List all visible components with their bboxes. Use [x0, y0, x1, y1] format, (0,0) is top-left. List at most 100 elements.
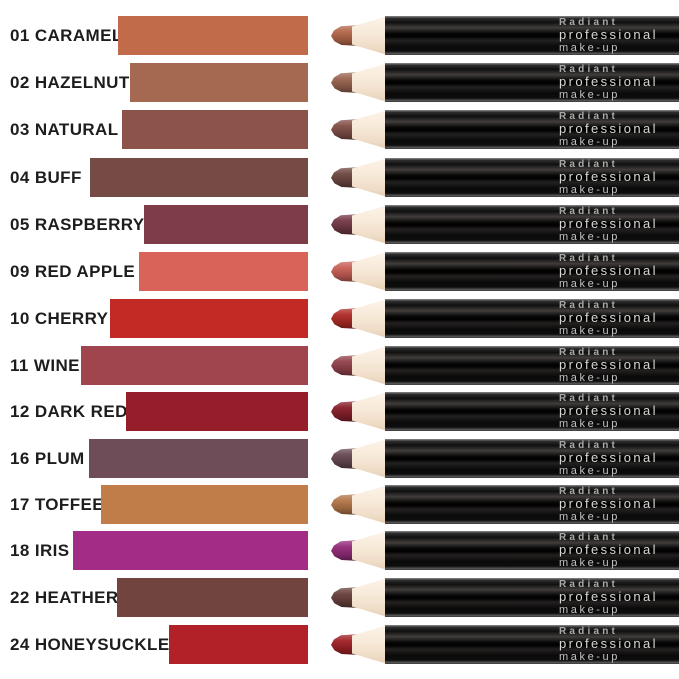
shade-label: 12 DARK RED	[10, 401, 128, 421]
pencil-body: Radiant professional make-up	[385, 625, 679, 664]
brand-line-radiant: Radiant	[559, 111, 619, 122]
brand-line-radiant: Radiant	[559, 17, 619, 28]
pencil-wood-cone	[352, 485, 386, 524]
brand-line-makeup: make-up	[559, 278, 620, 290]
brand-line-radiant: Radiant	[559, 393, 619, 404]
pencil-brand-text: Radiant professional make-up	[559, 159, 658, 196]
brand-line-radiant: Radiant	[559, 206, 619, 217]
lip-pencil-photo: Radiant professional make-up	[330, 16, 679, 55]
brand-line-makeup: make-up	[559, 511, 620, 523]
brand-line-radiant: Radiant	[559, 440, 619, 451]
brand-line-makeup: make-up	[559, 136, 620, 148]
pencil-wood-cone	[352, 63, 386, 102]
pencil-wood-cone	[352, 392, 386, 431]
shade-label: 10 CHERRY	[10, 308, 109, 328]
pencil-body: Radiant professional make-up	[385, 392, 679, 431]
lip-pencil-photo: Radiant professional make-up	[330, 252, 679, 291]
brand-line-professional: professional	[559, 121, 658, 136]
shade-row: 01 CARAMEL Radiant professional make-up	[0, 16, 679, 55]
shade-swatch	[144, 205, 308, 244]
shade-swatch	[139, 252, 308, 291]
brand-line-professional: professional	[559, 169, 658, 184]
pencil-body: Radiant professional make-up	[385, 578, 679, 617]
brand-line-makeup: make-up	[559, 557, 620, 569]
brand-line-radiant: Radiant	[559, 532, 619, 543]
pencil-wood-cone	[352, 252, 386, 291]
pencil-wood-cone	[352, 16, 386, 55]
shade-label: 24 HONEYSUCKLE	[10, 634, 170, 654]
shade-label: 16 PLUM	[10, 448, 85, 468]
pencil-brand-text: Radiant professional make-up	[559, 440, 658, 477]
shade-swatch	[90, 158, 308, 197]
pencil-wood-cone	[352, 346, 386, 385]
pencil-wood-cone	[352, 578, 386, 617]
shade-swatch	[118, 16, 308, 55]
brand-line-makeup: make-up	[559, 418, 620, 430]
pencil-brand-text: Radiant professional make-up	[559, 64, 658, 101]
brand-line-makeup: make-up	[559, 325, 620, 337]
pencil-body: Radiant professional make-up	[385, 485, 679, 524]
pencil-wood-cone	[352, 205, 386, 244]
shade-swatch	[169, 625, 308, 664]
pencil-wood-cone	[352, 299, 386, 338]
brand-line-radiant: Radiant	[559, 64, 619, 75]
pencil-brand-text: Radiant professional make-up	[559, 17, 658, 54]
pencil-brand-text: Radiant professional make-up	[559, 393, 658, 430]
shade-swatch	[110, 299, 308, 338]
shade-swatch	[122, 110, 308, 149]
brand-line-professional: professional	[559, 74, 658, 89]
lip-pencil-photo: Radiant professional make-up	[330, 346, 679, 385]
shade-swatch	[130, 63, 308, 102]
lip-pencil-photo: Radiant professional make-up	[330, 205, 679, 244]
shade-label: 11 WINE	[10, 355, 80, 375]
shade-label: 02 HAZELNUT	[10, 72, 130, 92]
shade-label: 01 CARAMEL	[10, 25, 123, 45]
shade-row: 18 IRIS Radiant professional make-up	[0, 531, 679, 570]
shade-row: 04 BUFF Radiant professional make-up	[0, 158, 679, 197]
brand-line-radiant: Radiant	[559, 159, 619, 170]
brand-line-professional: professional	[559, 542, 658, 557]
lip-pencil-photo: Radiant professional make-up	[330, 531, 679, 570]
brand-line-professional: professional	[559, 450, 658, 465]
brand-line-radiant: Radiant	[559, 626, 619, 637]
pencil-body: Radiant professional make-up	[385, 158, 679, 197]
shade-swatch	[117, 578, 308, 617]
lip-pencil-photo: Radiant professional make-up	[330, 110, 679, 149]
pencil-body: Radiant professional make-up	[385, 63, 679, 102]
pencil-brand-text: Radiant professional make-up	[559, 111, 658, 148]
shade-row: 22 HEATHER Radiant professional make-up	[0, 578, 679, 617]
brand-line-professional: professional	[559, 357, 658, 372]
brand-line-professional: professional	[559, 27, 658, 42]
lip-pencil-photo: Radiant professional make-up	[330, 299, 679, 338]
brand-line-makeup: make-up	[559, 372, 620, 384]
shade-row: 09 RED APPLE Radiant professional make-u…	[0, 252, 679, 291]
pencil-brand-text: Radiant professional make-up	[559, 579, 658, 616]
lip-pencil-photo: Radiant professional make-up	[330, 158, 679, 197]
shade-row: 03 NATURAL Radiant professional make-up	[0, 110, 679, 149]
brand-line-radiant: Radiant	[559, 347, 619, 358]
pencil-brand-text: Radiant professional make-up	[559, 300, 658, 337]
brand-line-professional: professional	[559, 636, 658, 651]
brand-line-makeup: make-up	[559, 89, 620, 101]
shade-row: 11 WINE Radiant professional make-up	[0, 346, 679, 385]
pencil-wood-cone	[352, 439, 386, 478]
brand-line-radiant: Radiant	[559, 579, 619, 590]
brand-line-makeup: make-up	[559, 42, 620, 54]
lip-pencil-photo: Radiant professional make-up	[330, 578, 679, 617]
shade-label: 17 TOFFEE	[10, 494, 104, 514]
shade-label: 22 HEATHER	[10, 587, 119, 607]
lip-pencil-photo: Radiant professional make-up	[330, 439, 679, 478]
shade-row: 17 TOFFEE Radiant professional make-up	[0, 485, 679, 524]
pencil-body: Radiant professional make-up	[385, 346, 679, 385]
brand-line-makeup: make-up	[559, 184, 620, 196]
pencil-body: Radiant professional make-up	[385, 205, 679, 244]
shade-label: 09 RED APPLE	[10, 261, 136, 281]
pencil-body: Radiant professional make-up	[385, 110, 679, 149]
lip-pencil-photo: Radiant professional make-up	[330, 485, 679, 524]
pencil-wood-cone	[352, 110, 386, 149]
lip-pencil-photo: Radiant professional make-up	[330, 392, 679, 431]
pencil-brand-text: Radiant professional make-up	[559, 486, 658, 523]
pencil-body: Radiant professional make-up	[385, 439, 679, 478]
brand-line-radiant: Radiant	[559, 486, 619, 497]
